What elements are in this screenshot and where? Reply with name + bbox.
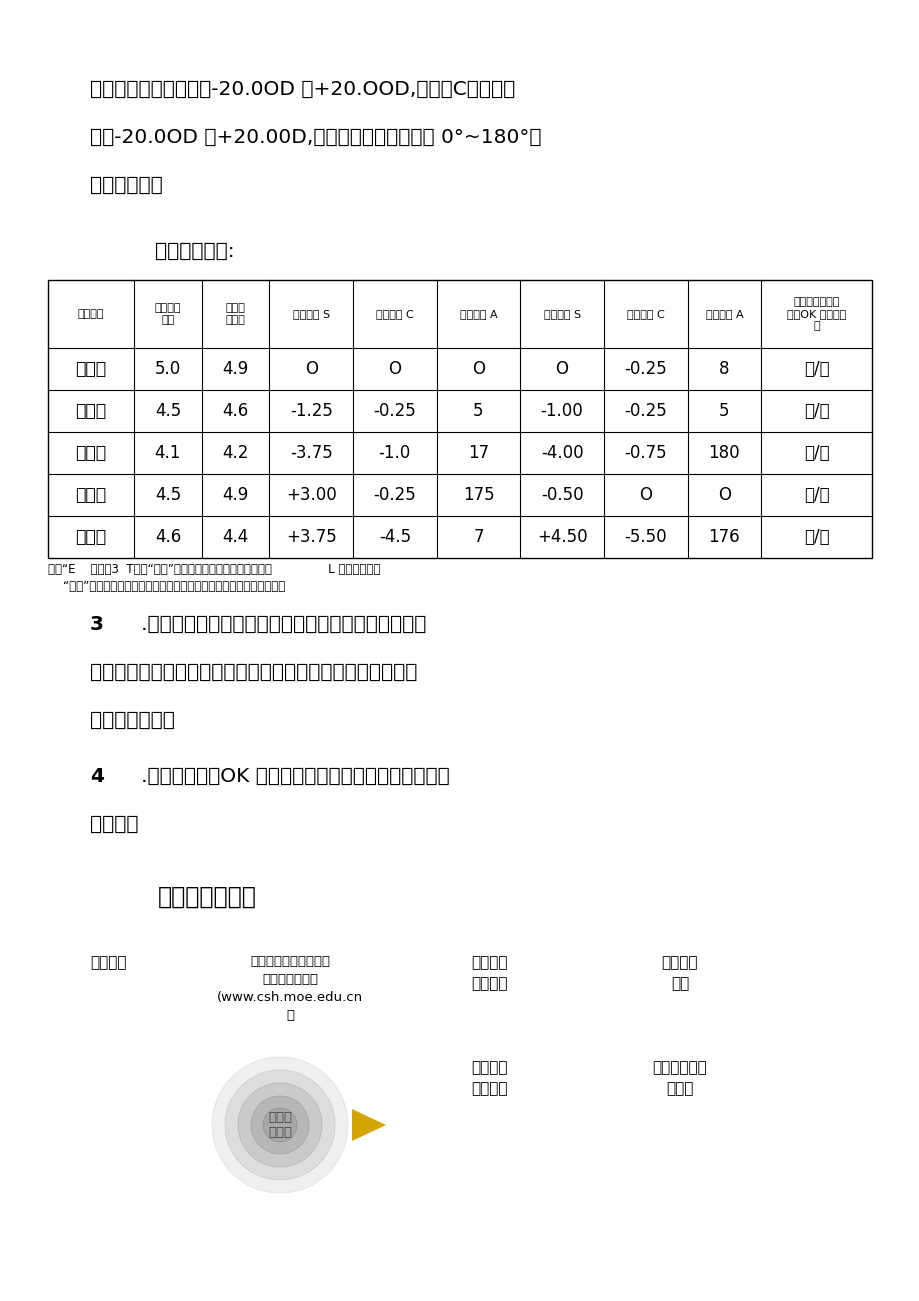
Text: 4: 4: [90, 768, 104, 786]
Circle shape: [263, 1108, 297, 1142]
Text: 3: 3: [90, 615, 104, 634]
Text: 是/否: 是/否: [803, 528, 829, 546]
Text: 5: 5: [472, 402, 483, 420]
Text: 17: 17: [468, 444, 489, 462]
Text: 学校用户: 学校用户: [90, 955, 127, 971]
Text: 是/否: 是/否: [803, 487, 829, 503]
Text: .角膜塑形镜（OK 镜）佩戴者，在录入数据同时，应予: .角膜塑形镜（OK 镜）佩戴者，在录入数据同时，应予: [122, 768, 449, 786]
Text: 点击视力
数据上报: 点击视力 数据上报: [471, 955, 507, 991]
Text: 围为-20.0OD 至+20.00D,轴位（八）数据范围为 0°~180°，: 围为-20.0OD 至+20.00D,轴位（八）数据范围为 0°~180°，: [90, 127, 541, 147]
Text: O: O: [717, 487, 730, 503]
Text: 4.4: 4.4: [222, 528, 248, 546]
Text: 下载视力
数据: 下载视力 数据: [661, 955, 698, 991]
Text: 黄某某: 黄某某: [75, 444, 107, 462]
Text: 登录中国学生体质健康
网数据报送平台
(www.csh.moe.edu.cn
）: 登录中国学生体质健康 网数据报送平台 (www.csh.moe.edu.cn ）: [217, 955, 363, 1023]
Text: 是/否: 是/否: [803, 444, 829, 462]
Bar: [48, 280, 871, 558]
Text: （五）流程指引: （五）流程指引: [158, 885, 256, 909]
Text: O: O: [555, 360, 568, 379]
Text: 右眼裸眼
视力: 右眼裸眼 视力: [154, 303, 181, 325]
Text: 右眼球镜 S: 右眼球镜 S: [292, 310, 329, 319]
Text: 数据报
送完成: 数据报 送完成: [267, 1111, 291, 1138]
Text: -1.0: -1.0: [379, 444, 411, 462]
Text: O: O: [471, 360, 484, 379]
Text: -0.25: -0.25: [373, 487, 415, 503]
Text: 4.2: 4.2: [222, 444, 248, 462]
Text: -1.25: -1.25: [289, 402, 333, 420]
Text: 轴位为整数。: 轴位为整数。: [90, 176, 163, 195]
Text: .数据采集和录入顺序为：右眼裸眼视力、左眼裸眼视: .数据采集和录入顺序为：右眼裸眼视力、左眼裸眼视: [122, 615, 425, 634]
Text: -1.00: -1.00: [540, 402, 583, 420]
Text: O: O: [639, 487, 652, 503]
Text: 175: 175: [462, 487, 494, 503]
Text: 个人信息: 个人信息: [78, 310, 104, 319]
Polygon shape: [352, 1108, 386, 1141]
Text: +3.00: +3.00: [286, 487, 336, 503]
Text: 左眼裸
眼视力: 左眼裸 眼视力: [225, 303, 245, 325]
Circle shape: [251, 1095, 309, 1154]
Text: 右眼柱镜 C: 右眼柱镜 C: [376, 310, 414, 319]
Text: 7: 7: [472, 528, 483, 546]
Text: -4.5: -4.5: [379, 528, 411, 546]
Text: 180: 180: [708, 444, 740, 462]
Text: 4.5: 4.5: [154, 402, 181, 420]
Text: 左眼球镜 S: 左眼球镜 S: [543, 310, 580, 319]
Text: 8: 8: [719, 360, 729, 379]
Text: O: O: [304, 360, 317, 379]
Text: -3.75: -3.75: [289, 444, 332, 462]
Text: -4.00: -4.00: [540, 444, 583, 462]
Text: 王某某: 王某某: [75, 528, 107, 546]
Text: -5.50: -5.50: [624, 528, 666, 546]
Text: 力、右眼屈光度（球镜、柱镜、轴位）、左眼屈光度（球镜、: 力、右眼屈光度（球镜、柱镜、轴位）、左眼屈光度（球镜、: [90, 664, 417, 682]
Text: 李某某: 李某某: [75, 402, 107, 420]
Text: 4.9: 4.9: [222, 487, 248, 503]
Text: 张某某: 张某某: [75, 360, 107, 379]
Text: 4.6: 4.6: [154, 528, 181, 546]
Text: 4.5: 4.5: [154, 487, 181, 503]
Text: -0.50: -0.50: [540, 487, 583, 503]
Text: 是/否: 是/否: [803, 360, 829, 379]
Text: 4.6: 4.6: [222, 402, 248, 420]
Text: 核对数据导入
并上报: 核对数据导入 并上报: [652, 1060, 707, 1095]
Text: 数据录入示例:: 数据录入示例:: [154, 242, 234, 262]
Text: 球镜（三）数据范围为-20.0OD 至+20.OOD,柱镜（C）数据范: 球镜（三）数据范围为-20.0OD 至+20.OOD,柱镜（C）数据范: [90, 79, 515, 99]
Text: -0.75: -0.75: [624, 444, 666, 462]
Text: 是/否: 是/否: [803, 402, 829, 420]
Text: 柱镜、轴位）。: 柱镜、轴位）。: [90, 712, 175, 730]
Text: 176: 176: [708, 528, 740, 546]
Text: 4.9: 4.9: [222, 360, 248, 379]
Text: 5: 5: [719, 402, 729, 420]
Text: “柱镜”为散光度数；轴位为散光的方向，有散光度数才会有散光轴位。: “柱镜”为散光度数；轴位为散光的方向，有散光度数才会有散光轴位。: [48, 580, 285, 593]
Text: 赵某某: 赵某某: [75, 487, 107, 503]
Text: 教育行政
部门审核: 教育行政 部门审核: [471, 1060, 507, 1095]
Text: -0.25: -0.25: [624, 402, 666, 420]
Text: 右眼轴位 A: 右眼轴位 A: [460, 310, 497, 319]
Text: -0.25: -0.25: [624, 360, 666, 379]
Circle shape: [225, 1069, 335, 1180]
Text: 注：“E    目脑驓3  T中，“球镜”为近视或远视度数，负値为近多               L 正値为远视；: 注：“E 目脑驓3 T中，“球镜”为近视或远视度数，负値为近多 L 正値为远视；: [48, 563, 380, 576]
Text: +4.50: +4.50: [536, 528, 586, 546]
Text: 以标注。: 以标注。: [90, 814, 139, 834]
Text: 5.0: 5.0: [154, 360, 181, 379]
Text: 左眼柱镜 C: 左眼柱镜 C: [626, 310, 664, 319]
Text: 4.1: 4.1: [154, 444, 181, 462]
Text: O: O: [388, 360, 401, 379]
Text: -0.25: -0.25: [373, 402, 415, 420]
Text: 是否为角膜塑形
镜（OK 镜）佩戴
者: 是否为角膜塑形 镜（OK 镜）佩戴 者: [786, 297, 845, 332]
Text: 左眼轴位 A: 左眼轴位 A: [705, 310, 743, 319]
Text: +3.75: +3.75: [286, 528, 336, 546]
Circle shape: [211, 1056, 347, 1193]
Circle shape: [238, 1082, 322, 1167]
